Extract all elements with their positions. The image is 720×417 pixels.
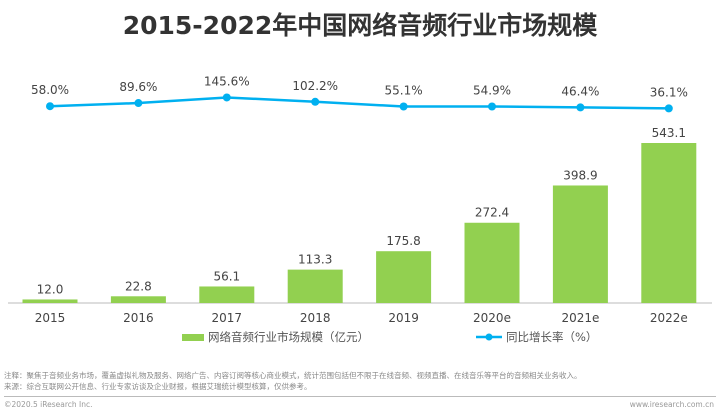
legend-item-line: 同比增长率（%） (476, 329, 597, 345)
x-tick-label: 2015 (35, 311, 66, 325)
bar-data-label: 272.4 (475, 206, 509, 220)
legend-item-bar: 网络音频行业市场规模（亿元） (182, 329, 369, 345)
line-data-label: 145.6% (204, 74, 250, 88)
line-data-label: 58.0% (31, 83, 69, 97)
copyright: ©2020.5 iResearch Inc. (4, 400, 93, 409)
line-point (311, 97, 320, 106)
bar-data-label: 12.0 (37, 282, 64, 296)
bar-data-label: 56.1 (213, 269, 240, 283)
x-tick-label: 2016 (123, 311, 154, 325)
bar (464, 222, 520, 303)
bar (376, 251, 432, 303)
line-point (222, 93, 231, 102)
bar (287, 269, 343, 303)
x-tick-label: 2022e (650, 311, 688, 325)
bar-data-label: 398.9 (563, 168, 597, 182)
legend-bar-swatch (182, 333, 204, 341)
bar-data-label: 22.8 (125, 279, 152, 293)
line-data-label: 36.1% (650, 85, 688, 99)
line-data-label: 54.9% (473, 84, 511, 98)
bar (641, 143, 697, 303)
legend-line-swatch (476, 333, 502, 341)
line-point (664, 104, 673, 113)
x-tick-label: 2017 (212, 311, 243, 325)
note-text: 注释：聚焦于音频业务市场，覆盖虚拟礼物及服务、网络广告、内容订阅等核心商业模式，… (4, 371, 582, 380)
line-point (576, 103, 585, 112)
bar (110, 296, 166, 303)
x-tick-label: 2019 (388, 311, 419, 325)
bar-data-label: 175.8 (386, 234, 420, 248)
x-tick-label: 2018 (300, 311, 331, 325)
line-point (488, 102, 496, 111)
bar (199, 286, 255, 303)
line-data-label: 55.1% (385, 83, 423, 97)
website: www.iresearch.com.cn (629, 400, 714, 409)
x-tick-label: 2020e (473, 311, 511, 325)
line-point (399, 102, 408, 111)
bar-data-label: 543.1 (652, 126, 686, 140)
bar-data-label: 113.3 (298, 253, 332, 267)
bar (552, 185, 608, 303)
growth-line (49, 96, 669, 110)
line-data-label: 89.6% (119, 80, 157, 94)
line-point (46, 102, 54, 111)
line-data-label: 102.2% (292, 79, 338, 93)
line-point (134, 99, 143, 108)
chart-title: 2015-2022年中国网络音频行业市场规模 (122, 11, 598, 40)
divider (4, 396, 716, 397)
x-tick-label: 2021e (561, 311, 599, 325)
bar (22, 299, 78, 303)
notes: 注释：聚焦于音频业务市场，覆盖虚拟礼物及服务、网络广告、内容订阅等核心商业模式，… (4, 370, 582, 392)
legend-line-label: 同比增长率（%） (506, 330, 598, 344)
source-text: 来源：综合互联网公开信息、行业专家访谈及企业财报，根据艾瑞统计模型核算，仅供参考… (4, 382, 312, 391)
legend-bar-label: 网络音频行业市场规模（亿元） (208, 330, 369, 344)
line-data-label: 46.4% (561, 84, 599, 98)
